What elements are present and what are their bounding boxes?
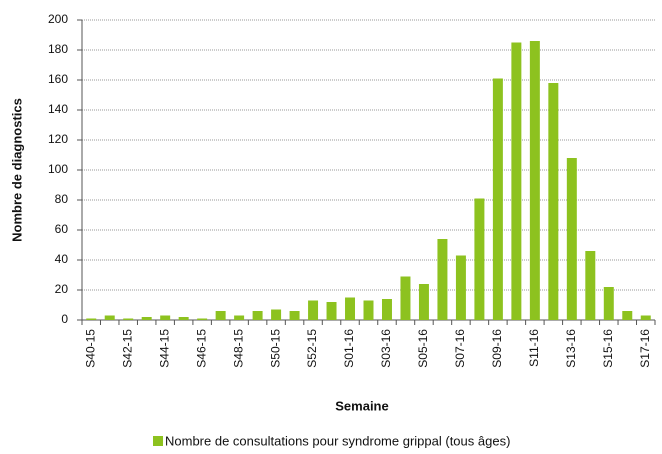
- bar: [474, 198, 485, 320]
- x-tick-label: S52-15: [305, 329, 319, 368]
- bar: [640, 315, 651, 320]
- bar: [141, 317, 152, 320]
- bar: [197, 318, 208, 320]
- y-tick-label: 200: [48, 12, 68, 26]
- bar: [418, 284, 429, 320]
- y-axis-title: Nombre de diagnostics: [9, 98, 24, 242]
- bar: [178, 317, 189, 320]
- bar: [271, 309, 282, 320]
- y-tick-label: 0: [61, 312, 68, 326]
- bar: [252, 311, 263, 320]
- bar: [160, 315, 171, 320]
- bar: [492, 78, 503, 320]
- x-tick-label: S48-15: [231, 329, 245, 368]
- bar: [566, 158, 577, 320]
- x-tick-label: S01-16: [342, 329, 356, 368]
- bar: [603, 287, 614, 320]
- x-tick-label: S09-16: [490, 329, 504, 368]
- y-tick-label: 140: [48, 102, 68, 116]
- bar: [622, 311, 633, 320]
- y-tick-label: 160: [48, 72, 68, 86]
- bar: [86, 318, 97, 320]
- bar: [363, 300, 374, 320]
- bar: [585, 251, 596, 320]
- bar: [104, 315, 115, 320]
- legend-swatch: [153, 436, 163, 446]
- bar: [529, 41, 540, 320]
- bar: [215, 311, 226, 320]
- y-tick-label: 100: [48, 162, 68, 176]
- x-tick-label: S05-16: [416, 329, 430, 368]
- x-tick-label: S50-15: [268, 329, 282, 368]
- x-tick-label: S13-16: [564, 329, 578, 368]
- y-tick-label: 60: [55, 222, 69, 236]
- y-tick-label: 180: [48, 42, 68, 56]
- bar: [326, 302, 337, 320]
- x-tick-label: S44-15: [157, 329, 171, 368]
- x-tick-label: S03-16: [379, 329, 393, 368]
- bar: [511, 42, 522, 320]
- y-tick-label: 120: [48, 132, 68, 146]
- bar: [345, 297, 356, 320]
- bar: [400, 276, 411, 320]
- y-tick-label: 80: [55, 192, 69, 206]
- x-tick-label: S40-15: [83, 329, 97, 368]
- legend-label: Nombre de consultations pour syndrome gr…: [165, 433, 510, 448]
- bar: [308, 300, 319, 320]
- y-tick-label: 20: [55, 282, 69, 296]
- bar: [455, 255, 466, 320]
- y-tick-label: 40: [55, 252, 69, 266]
- bar: [548, 83, 559, 320]
- x-axis-title: Semaine: [335, 398, 388, 413]
- bar: [289, 311, 300, 320]
- bar: [437, 239, 448, 320]
- x-tick-label: S46-15: [194, 329, 208, 368]
- bar: [234, 315, 245, 320]
- x-tick-label: S11-16: [527, 329, 541, 367]
- x-tick-label: S15-16: [601, 329, 615, 368]
- x-tick-label: S17-16: [638, 329, 652, 368]
- x-tick-label: S42-15: [120, 329, 134, 368]
- x-tick-label: S07-16: [453, 329, 467, 368]
- bar: [123, 318, 134, 320]
- bar: [381, 299, 392, 320]
